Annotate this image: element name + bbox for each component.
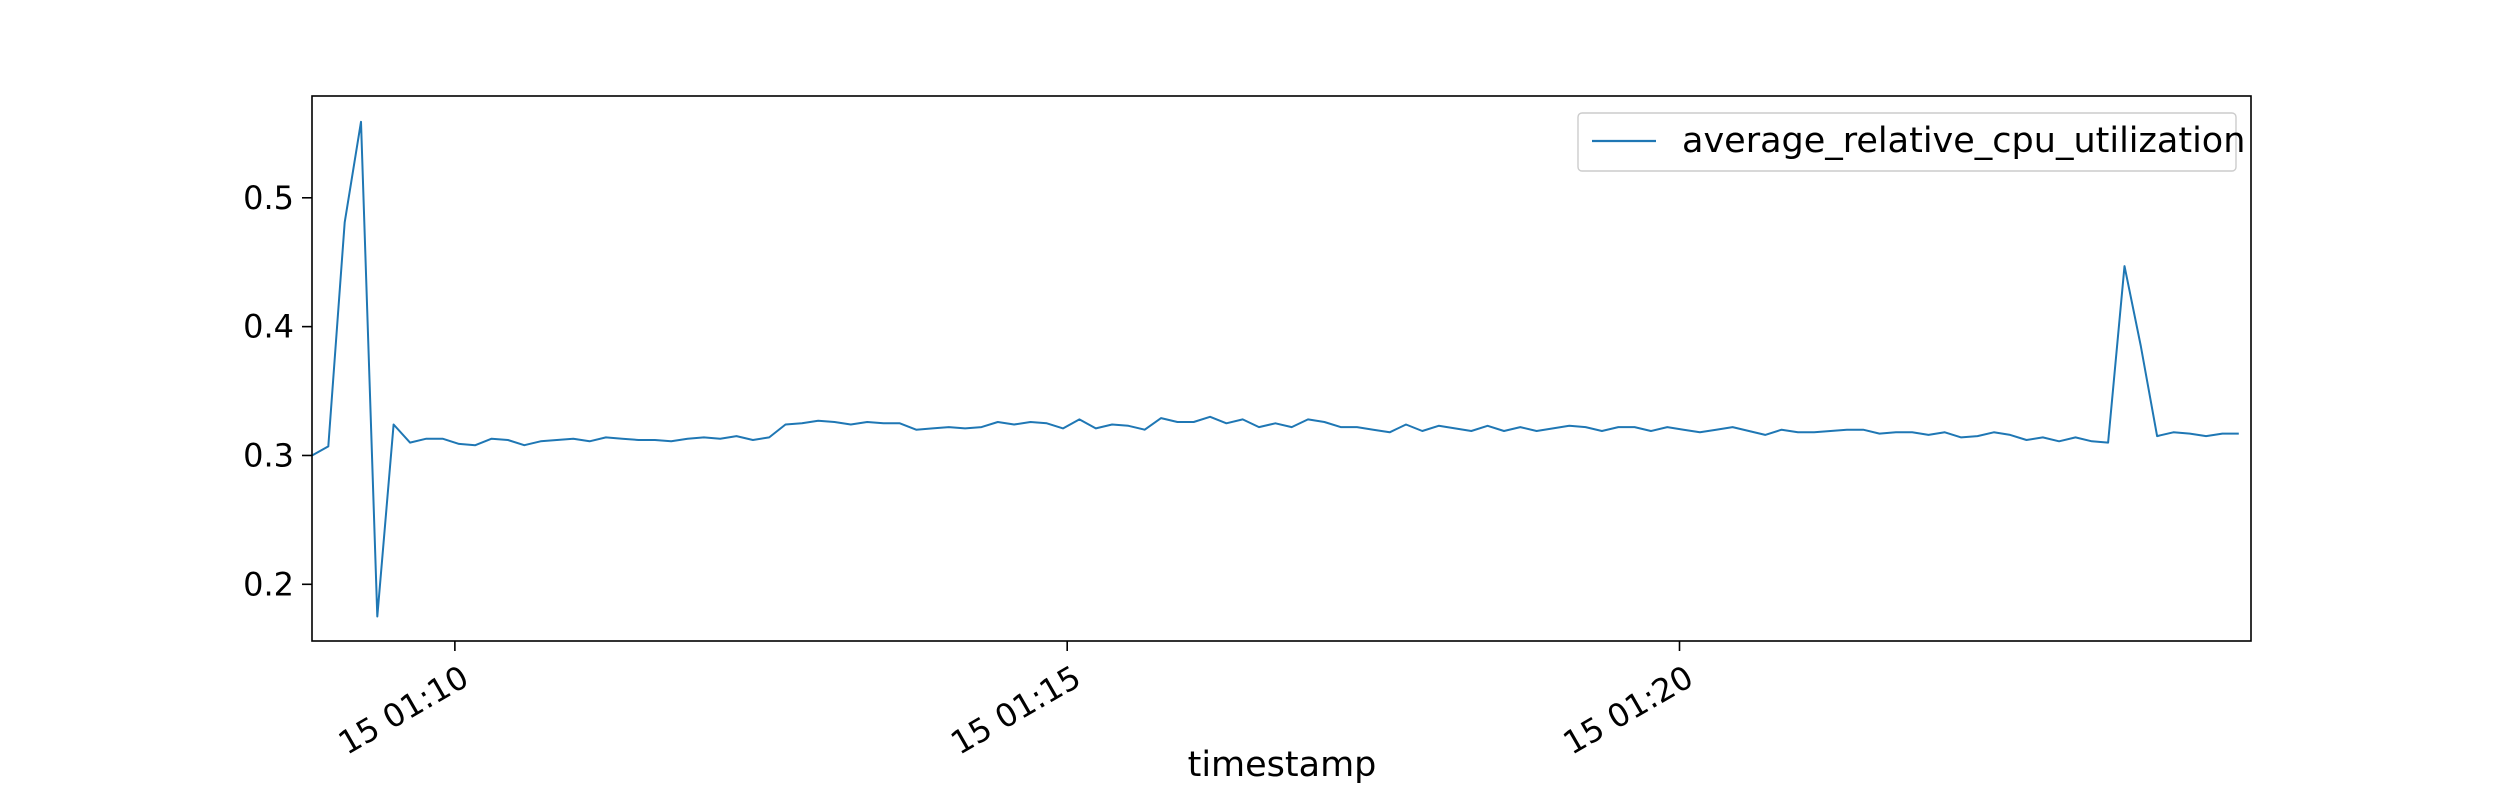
y-tick-label: 0.5 [243,179,294,217]
y-tick-label: 0.4 [243,308,294,346]
y-tick-label: 0.2 [243,565,294,603]
series-line-0 [311,120,2239,618]
legend-label: average_relative_cpu_utilization [1682,121,2245,161]
legend: average_relative_cpu_utilization [1577,112,2245,172]
y-axis: 0.2 0.3 0.4 0.5 [243,179,312,603]
legend-box [1577,112,2237,172]
series-layer [311,120,2239,618]
plot-frame [311,95,2252,642]
plot-area [312,96,2251,641]
x-axis-label: timestamp [1188,745,1377,785]
y-tick-label: 0.3 [243,436,294,474]
